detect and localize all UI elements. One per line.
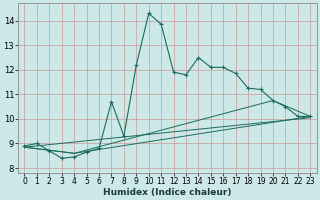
- X-axis label: Humidex (Indice chaleur): Humidex (Indice chaleur): [103, 188, 232, 197]
